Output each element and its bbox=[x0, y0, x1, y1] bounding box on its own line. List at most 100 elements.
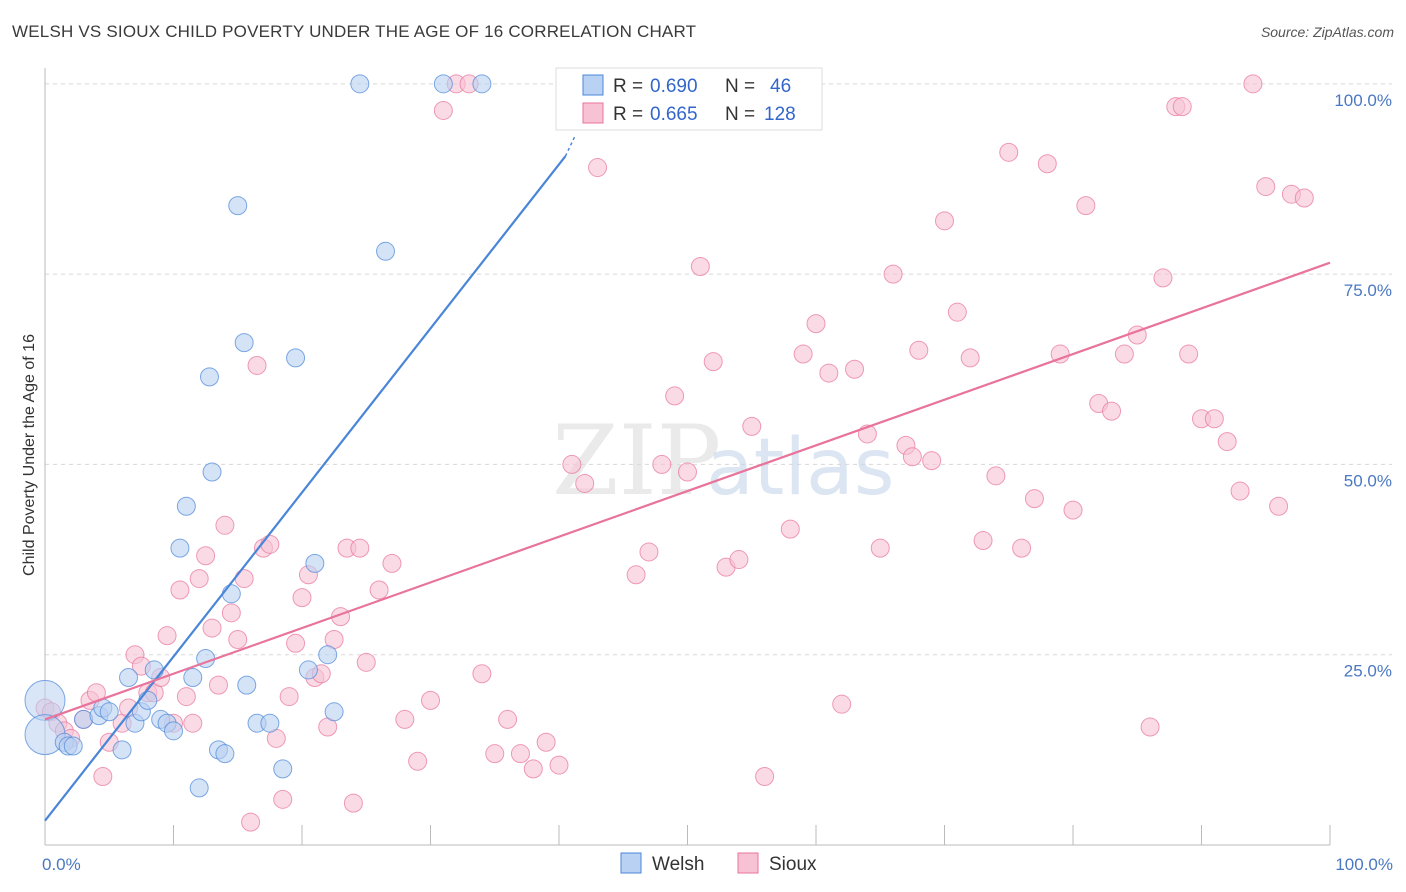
tick-labels: 25.0% 50.0% 75.0% 100.0% 0.0% 100.0% bbox=[42, 91, 1393, 874]
legend-welsh-swatch bbox=[582, 74, 604, 96]
welsh-point-42 bbox=[472, 74, 492, 94]
sioux-point-90 bbox=[902, 447, 922, 467]
sioux-point-46 bbox=[343, 793, 363, 813]
sioux-point-107 bbox=[1114, 344, 1134, 364]
sioux-point-54 bbox=[433, 100, 453, 120]
sioux-point-113 bbox=[1179, 344, 1199, 364]
sioux-point-115 bbox=[1204, 409, 1224, 429]
sioux-trend-line bbox=[44, 261, 1331, 721]
sioux-point-95 bbox=[960, 348, 980, 368]
y-tick-label-0: 25.0% bbox=[1344, 662, 1392, 681]
sioux-point-29 bbox=[234, 569, 254, 589]
welsh-point-40 bbox=[376, 241, 396, 261]
sioux-point-59 bbox=[498, 709, 518, 729]
sioux-point-91 bbox=[909, 340, 929, 360]
sioux-point-35 bbox=[273, 789, 293, 809]
sioux-point-94 bbox=[947, 302, 967, 322]
sioux-point-37 bbox=[286, 633, 306, 653]
sioux-point-73 bbox=[678, 462, 697, 482]
legend-sioux-r-label: R = bbox=[613, 104, 643, 125]
sioux-point-103 bbox=[1063, 500, 1083, 520]
legend-sioux-n-label: N = bbox=[725, 104, 755, 125]
sioux-points bbox=[35, 74, 1314, 832]
welsh-point-30 bbox=[237, 675, 257, 695]
y-axis-title: Child Poverty Under the Age of 16 bbox=[21, 334, 38, 576]
welsh-point-14 bbox=[144, 660, 164, 680]
sioux-point-69 bbox=[626, 565, 646, 585]
sioux-point-83 bbox=[819, 363, 839, 383]
sioux-point-78 bbox=[742, 416, 762, 436]
sioux-point-23 bbox=[196, 546, 216, 566]
chart-title: WELSH VS SIOUX CHILD POVERTY UNDER THE A… bbox=[12, 22, 697, 41]
sioux-point-28 bbox=[228, 629, 248, 649]
sioux-point-19 bbox=[170, 580, 190, 600]
sioux-point-22 bbox=[189, 569, 209, 589]
sioux-point-82 bbox=[806, 314, 826, 334]
sioux-point-58 bbox=[485, 744, 505, 764]
welsh-point-29 bbox=[234, 333, 254, 353]
sioux-point-87 bbox=[870, 538, 890, 558]
sioux-point-64 bbox=[562, 454, 582, 474]
sioux-point-20 bbox=[176, 687, 196, 707]
welsh-point-13 bbox=[138, 690, 158, 710]
sioux-point-102 bbox=[1050, 344, 1070, 364]
welsh-point-34 bbox=[286, 348, 306, 368]
y-tick-label-2: 75.0% bbox=[1344, 281, 1392, 300]
sioux-point-70 bbox=[639, 542, 659, 562]
sioux-point-51 bbox=[395, 709, 415, 729]
sioux-point-25 bbox=[208, 675, 228, 695]
welsh-point-26 bbox=[215, 744, 235, 764]
sioux-point-21 bbox=[183, 713, 203, 733]
welsh-point-17 bbox=[164, 721, 183, 741]
welsh-point-33 bbox=[273, 759, 293, 779]
sioux-point-17 bbox=[157, 626, 177, 646]
sioux-point-79 bbox=[755, 766, 775, 786]
welsh-point-10 bbox=[119, 668, 139, 688]
welsh-point-37 bbox=[318, 645, 338, 665]
legend-welsh-n-label: N = bbox=[725, 76, 755, 97]
y-tick-label-3: 100.0% bbox=[1334, 91, 1392, 110]
sioux-point-118 bbox=[1243, 74, 1263, 94]
welsh-trend-extension bbox=[564, 134, 577, 157]
legend-sioux-r-value: 0.665 bbox=[650, 104, 698, 125]
welsh-point-21 bbox=[189, 778, 209, 798]
welsh-point-23 bbox=[199, 367, 219, 387]
sioux-point-119 bbox=[1256, 177, 1276, 197]
sioux-point-88 bbox=[883, 264, 903, 284]
sioux-point-26 bbox=[215, 515, 235, 535]
sioux-point-38 bbox=[292, 588, 312, 608]
sioux-point-33 bbox=[260, 534, 280, 554]
sioux-point-101 bbox=[1037, 154, 1057, 174]
sioux-point-120 bbox=[1269, 496, 1289, 516]
sioux-point-62 bbox=[536, 732, 556, 752]
x-tick-label-0: 0.0% bbox=[42, 855, 81, 874]
legend-sioux-swatch bbox=[582, 102, 604, 124]
welsh-point-39 bbox=[350, 74, 370, 94]
sioux-point-99 bbox=[1012, 538, 1032, 558]
sioux-point-77 bbox=[729, 550, 749, 570]
sioux-point-24 bbox=[202, 618, 222, 638]
sioux-point-72 bbox=[665, 386, 685, 406]
trend-lines bbox=[44, 134, 1331, 822]
welsh-point-19 bbox=[176, 496, 196, 516]
sioux-point-85 bbox=[845, 359, 865, 379]
legend-sioux-n-value: 128 bbox=[764, 104, 796, 125]
welsh-point-27 bbox=[221, 584, 241, 604]
sioux-point-48 bbox=[356, 652, 376, 672]
legend-welsh-r-value: 0.690 bbox=[650, 76, 698, 97]
welsh-point-38 bbox=[324, 702, 344, 722]
bottom-legend-welsh-label: Welsh bbox=[652, 854, 704, 875]
axes bbox=[44, 68, 1331, 846]
sioux-point-49 bbox=[369, 580, 389, 600]
welsh-point-32 bbox=[260, 713, 280, 733]
sioux-point-60 bbox=[510, 744, 530, 764]
sioux-point-93 bbox=[935, 211, 954, 231]
sioux-point-80 bbox=[780, 519, 800, 539]
sioux-point-100 bbox=[1024, 489, 1044, 509]
chart-source: Source: ZipAtlas.com bbox=[1260, 24, 1394, 40]
series-legend: Welsh Sioux bbox=[620, 852, 817, 875]
sioux-point-65 bbox=[575, 473, 595, 493]
legend-welsh-r-label: R = bbox=[613, 76, 643, 97]
sioux-point-8 bbox=[93, 766, 113, 786]
